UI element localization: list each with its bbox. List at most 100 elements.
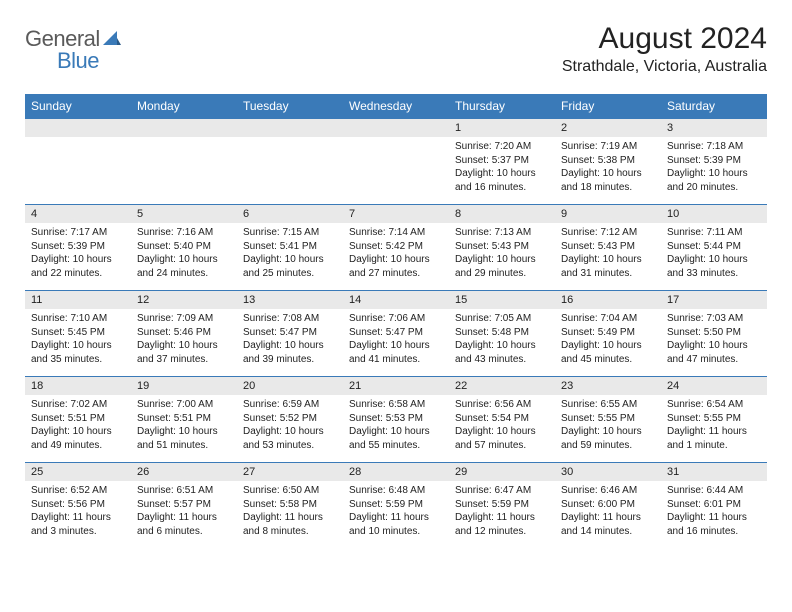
calendar-week-row: 1Sunrise: 7:20 AMSunset: 5:37 PMDaylight… <box>25 119 767 205</box>
day-number: 1 <box>449 119 555 137</box>
day-number: 26 <box>131 463 237 481</box>
day-cell: 15Sunrise: 7:05 AMSunset: 5:48 PMDayligh… <box>449 291 555 377</box>
month-title: August 2024 <box>562 22 767 56</box>
day-content: Sunrise: 7:14 AMSunset: 5:42 PMDaylight:… <box>343 223 449 285</box>
day-cell: 6Sunrise: 7:15 AMSunset: 5:41 PMDaylight… <box>237 205 343 291</box>
day-content: Sunrise: 7:18 AMSunset: 5:39 PMDaylight:… <box>661 137 767 199</box>
day-number: 14 <box>343 291 449 309</box>
day-cell: 2Sunrise: 7:19 AMSunset: 5:38 PMDaylight… <box>555 119 661 205</box>
day-number: 27 <box>237 463 343 481</box>
day-content: Sunrise: 7:10 AMSunset: 5:45 PMDaylight:… <box>25 309 131 371</box>
day-cell: 25Sunrise: 6:52 AMSunset: 5:56 PMDayligh… <box>25 463 131 549</box>
day-number: 29 <box>449 463 555 481</box>
day-cell: 31Sunrise: 6:44 AMSunset: 6:01 PMDayligh… <box>661 463 767 549</box>
day-cell: 12Sunrise: 7:09 AMSunset: 5:46 PMDayligh… <box>131 291 237 377</box>
day-content: Sunrise: 7:04 AMSunset: 5:49 PMDaylight:… <box>555 309 661 371</box>
day-header-tuesday: Tuesday <box>237 94 343 119</box>
day-content: Sunrise: 7:05 AMSunset: 5:48 PMDaylight:… <box>449 309 555 371</box>
empty-day-number <box>131 119 237 137</box>
day-header-friday: Friday <box>555 94 661 119</box>
day-content: Sunrise: 6:52 AMSunset: 5:56 PMDaylight:… <box>25 481 131 543</box>
day-cell: 18Sunrise: 7:02 AMSunset: 5:51 PMDayligh… <box>25 377 131 463</box>
day-content: Sunrise: 7:06 AMSunset: 5:47 PMDaylight:… <box>343 309 449 371</box>
day-header-monday: Monday <box>131 94 237 119</box>
day-content: Sunrise: 7:00 AMSunset: 5:51 PMDaylight:… <box>131 395 237 457</box>
day-content: Sunrise: 7:13 AMSunset: 5:43 PMDaylight:… <box>449 223 555 285</box>
day-number: 22 <box>449 377 555 395</box>
day-cell: 19Sunrise: 7:00 AMSunset: 5:51 PMDayligh… <box>131 377 237 463</box>
day-cell: 29Sunrise: 6:47 AMSunset: 5:59 PMDayligh… <box>449 463 555 549</box>
day-number: 20 <box>237 377 343 395</box>
day-number: 2 <box>555 119 661 137</box>
day-content: Sunrise: 6:58 AMSunset: 5:53 PMDaylight:… <box>343 395 449 457</box>
day-content: Sunrise: 7:09 AMSunset: 5:46 PMDaylight:… <box>131 309 237 371</box>
day-content: Sunrise: 7:02 AMSunset: 5:51 PMDaylight:… <box>25 395 131 457</box>
day-content: Sunrise: 7:16 AMSunset: 5:40 PMDaylight:… <box>131 223 237 285</box>
day-cell: 4Sunrise: 7:17 AMSunset: 5:39 PMDaylight… <box>25 205 131 291</box>
day-number: 25 <box>25 463 131 481</box>
day-number: 19 <box>131 377 237 395</box>
calendar-table: SundayMondayTuesdayWednesdayThursdayFrid… <box>25 94 767 549</box>
day-header-thursday: Thursday <box>449 94 555 119</box>
calendar-week-row: 25Sunrise: 6:52 AMSunset: 5:56 PMDayligh… <box>25 463 767 549</box>
location: Strathdale, Victoria, Australia <box>562 58 767 76</box>
day-number: 16 <box>555 291 661 309</box>
day-content: Sunrise: 7:11 AMSunset: 5:44 PMDaylight:… <box>661 223 767 285</box>
day-cell <box>25 119 131 205</box>
day-cell: 22Sunrise: 6:56 AMSunset: 5:54 PMDayligh… <box>449 377 555 463</box>
day-number: 18 <box>25 377 131 395</box>
day-cell: 5Sunrise: 7:16 AMSunset: 5:40 PMDaylight… <box>131 205 237 291</box>
day-cell: 8Sunrise: 7:13 AMSunset: 5:43 PMDaylight… <box>449 205 555 291</box>
day-cell: 20Sunrise: 6:59 AMSunset: 5:52 PMDayligh… <box>237 377 343 463</box>
calendar-body: 1Sunrise: 7:20 AMSunset: 5:37 PMDaylight… <box>25 119 767 549</box>
day-number: 24 <box>661 377 767 395</box>
day-content: Sunrise: 7:08 AMSunset: 5:47 PMDaylight:… <box>237 309 343 371</box>
day-cell <box>343 119 449 205</box>
day-number: 8 <box>449 205 555 223</box>
day-cell <box>131 119 237 205</box>
day-header-wednesday: Wednesday <box>343 94 449 119</box>
day-content: Sunrise: 7:03 AMSunset: 5:50 PMDaylight:… <box>661 309 767 371</box>
day-content: Sunrise: 6:44 AMSunset: 6:01 PMDaylight:… <box>661 481 767 543</box>
logo: General Blue <box>25 26 121 52</box>
day-number: 10 <box>661 205 767 223</box>
empty-day-number <box>343 119 449 137</box>
day-content: Sunrise: 7:20 AMSunset: 5:37 PMDaylight:… <box>449 137 555 199</box>
logo-text-part2: Blue <box>57 48 99 74</box>
day-cell: 23Sunrise: 6:55 AMSunset: 5:55 PMDayligh… <box>555 377 661 463</box>
day-number: 5 <box>131 205 237 223</box>
day-content: Sunrise: 6:48 AMSunset: 5:59 PMDaylight:… <box>343 481 449 543</box>
day-content: Sunrise: 6:59 AMSunset: 5:52 PMDaylight:… <box>237 395 343 457</box>
day-cell: 21Sunrise: 6:58 AMSunset: 5:53 PMDayligh… <box>343 377 449 463</box>
day-content: Sunrise: 6:47 AMSunset: 5:59 PMDaylight:… <box>449 481 555 543</box>
day-content: Sunrise: 7:12 AMSunset: 5:43 PMDaylight:… <box>555 223 661 285</box>
calendar-week-row: 4Sunrise: 7:17 AMSunset: 5:39 PMDaylight… <box>25 205 767 291</box>
day-header-saturday: Saturday <box>661 94 767 119</box>
day-number: 30 <box>555 463 661 481</box>
day-number: 7 <box>343 205 449 223</box>
day-number: 9 <box>555 205 661 223</box>
day-cell: 7Sunrise: 7:14 AMSunset: 5:42 PMDaylight… <box>343 205 449 291</box>
day-header-row: SundayMondayTuesdayWednesdayThursdayFrid… <box>25 94 767 119</box>
day-cell: 30Sunrise: 6:46 AMSunset: 6:00 PMDayligh… <box>555 463 661 549</box>
day-content: Sunrise: 7:17 AMSunset: 5:39 PMDaylight:… <box>25 223 131 285</box>
day-content: Sunrise: 6:51 AMSunset: 5:57 PMDaylight:… <box>131 481 237 543</box>
day-number: 13 <box>237 291 343 309</box>
day-number: 12 <box>131 291 237 309</box>
day-number: 21 <box>343 377 449 395</box>
header: General Blue August 2024 Strathdale, Vic… <box>25 22 767 76</box>
day-content: Sunrise: 6:50 AMSunset: 5:58 PMDaylight:… <box>237 481 343 543</box>
day-number: 23 <box>555 377 661 395</box>
day-header-sunday: Sunday <box>25 94 131 119</box>
day-cell: 10Sunrise: 7:11 AMSunset: 5:44 PMDayligh… <box>661 205 767 291</box>
day-content: Sunrise: 6:55 AMSunset: 5:55 PMDaylight:… <box>555 395 661 457</box>
day-number: 6 <box>237 205 343 223</box>
day-cell <box>237 119 343 205</box>
day-cell: 1Sunrise: 7:20 AMSunset: 5:37 PMDaylight… <box>449 119 555 205</box>
empty-day-number <box>25 119 131 137</box>
day-number: 31 <box>661 463 767 481</box>
day-cell: 3Sunrise: 7:18 AMSunset: 5:39 PMDaylight… <box>661 119 767 205</box>
day-number: 15 <box>449 291 555 309</box>
title-block: August 2024 Strathdale, Victoria, Austra… <box>562 22 767 76</box>
day-content: Sunrise: 6:46 AMSunset: 6:00 PMDaylight:… <box>555 481 661 543</box>
